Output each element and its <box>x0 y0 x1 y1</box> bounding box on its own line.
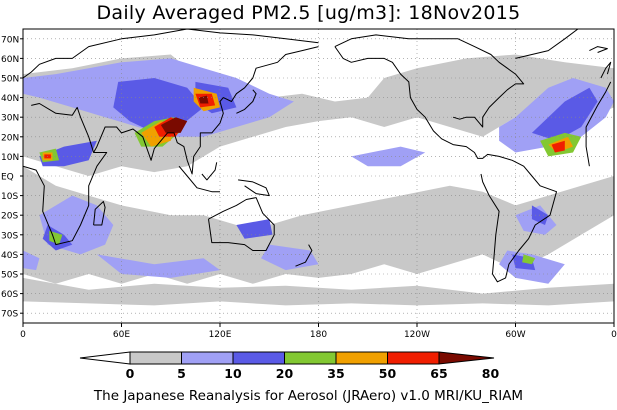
colorbar-segment <box>335 351 388 365</box>
longitude-label: 120E <box>209 330 232 340</box>
coastline <box>585 105 599 167</box>
coastline <box>23 29 319 79</box>
latitude-label: 50S <box>1 271 18 281</box>
map-title: Daily Averaged PM2.5 [ug/m3]: 18Nov2015 <box>96 2 521 24</box>
colorbar-segment <box>181 351 234 365</box>
longitude-label: 60E <box>113 330 130 340</box>
coastline <box>334 46 557 283</box>
colorbar-segment <box>284 351 337 365</box>
colorbar-segment <box>232 351 285 365</box>
pm25-region-level-4 <box>522 254 536 265</box>
latitude-label: 30N <box>1 114 19 124</box>
latitude-label: 10S <box>1 192 18 202</box>
latitude-label: 50N <box>1 75 19 85</box>
latitude-label: 30S <box>1 231 18 241</box>
colorbar-segment <box>387 351 440 365</box>
colorbar-high-extension <box>438 351 495 365</box>
colorbar-low-extension <box>79 351 131 365</box>
colorbar: 0 5 10 20 35 50 65 80 <box>79 351 500 381</box>
colorbar-label: 80 <box>482 366 500 381</box>
footer-credit: The Japanese Reanalysis for Aerosol (JRA… <box>93 388 524 404</box>
coastline <box>236 89 257 114</box>
pm25-region-level-3 <box>531 87 598 141</box>
latitude-label: EQ <box>1 173 14 183</box>
latitude-label: 60N <box>1 55 19 65</box>
coastline <box>93 46 319 175</box>
coastline <box>515 29 579 59</box>
latitude-label: 40S <box>1 251 18 261</box>
pm25-region-level-1 <box>23 277 614 306</box>
longitude-labels: 0 60E 120E 180 120W 60W 0 <box>20 323 617 340</box>
pm25-region-level-3 <box>236 219 273 239</box>
latitude-labels: 70N 60N 50N 40N 30N 20N 10N EQ 10S 20S 30S 40S 50S 60… <box>1 35 23 320</box>
longitude-label: 180 <box>310 330 327 340</box>
colorbar-segment <box>129 351 182 365</box>
latitude-label: 20N <box>1 133 19 143</box>
colorbar-label: 35 <box>327 366 344 381</box>
colorbar-label: 0 <box>126 366 135 381</box>
pm25-region-level-3 <box>531 205 549 225</box>
latitude-label: 60S <box>1 290 18 300</box>
coastline <box>178 165 220 193</box>
latitude-label: 10N <box>1 153 19 163</box>
coastline <box>600 61 612 79</box>
pm25-region-level-2 <box>351 146 426 167</box>
pm25-region-level-2 <box>261 244 319 271</box>
colorbar-label: 50 <box>379 366 397 381</box>
pm25-region-level-2 <box>96 254 220 278</box>
coastline <box>295 244 313 267</box>
coastlines <box>23 29 612 283</box>
coastline <box>597 81 612 106</box>
coastline <box>238 179 270 197</box>
colorbar-label: 10 <box>224 366 242 381</box>
latitude-label: 20S <box>1 212 18 222</box>
colorbar-label: 5 <box>177 366 186 381</box>
longitude-label: 60W <box>505 330 525 340</box>
coastline <box>589 46 608 53</box>
longitude-label: 0 <box>611 330 617 340</box>
pm25-region-level-7 <box>160 117 188 133</box>
pm25-region-level-2 <box>23 250 40 271</box>
coastline <box>201 162 218 181</box>
coastline <box>93 201 106 226</box>
pm25-region-level-7 <box>198 95 209 104</box>
longitude-label: 0 <box>20 330 26 340</box>
longitude-label: 120W <box>404 330 430 340</box>
latitude-label: 70S <box>1 310 18 320</box>
colorbar-label: 65 <box>430 366 447 381</box>
latitude-label: 70N <box>1 35 19 45</box>
latitude-label: 40N <box>1 94 19 104</box>
coastline <box>208 197 275 251</box>
coastline <box>23 103 108 246</box>
coastline <box>334 34 525 128</box>
colorbar-label: 20 <box>276 366 294 381</box>
pm25-region-level-6 <box>551 140 565 153</box>
